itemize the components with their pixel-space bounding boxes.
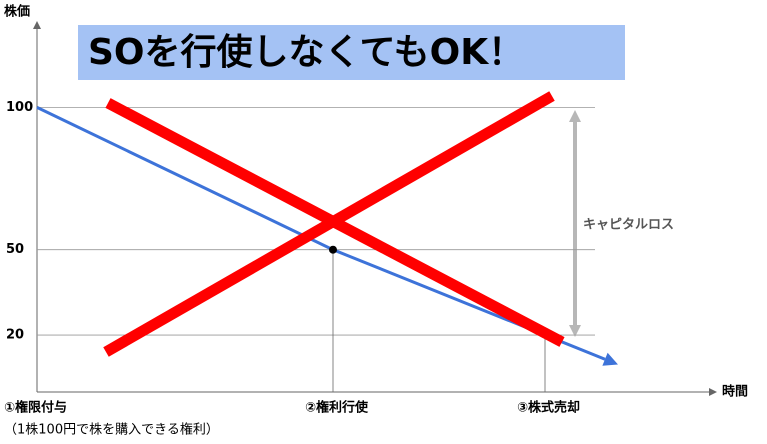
x-axis-label: 時間 — [722, 384, 748, 400]
category-note: （1株100円で株を購入できる権利） — [4, 422, 219, 438]
y-tick-label: 100 — [6, 100, 33, 115]
cross-stroke — [103, 91, 555, 357]
chart-title: SOを行使しなくてもOK！ — [88, 32, 524, 73]
title-box — [78, 25, 625, 80]
y-tick-label: 50 — [6, 242, 24, 257]
exercise-point — [329, 245, 337, 254]
x-tick-label: ②権利行使 — [305, 400, 369, 416]
arrow-head — [569, 325, 581, 337]
annotation: キャピタルロス — [583, 218, 674, 233]
trend-arrow-head — [602, 352, 618, 366]
x-tick-label: ①権限付与 — [4, 400, 67, 416]
y-tick-label: 20 — [6, 328, 24, 343]
x-tick-label: ③株式売却 — [517, 400, 580, 416]
y-axis-label: 株価 — [4, 4, 30, 20]
arrow-head — [569, 110, 581, 122]
